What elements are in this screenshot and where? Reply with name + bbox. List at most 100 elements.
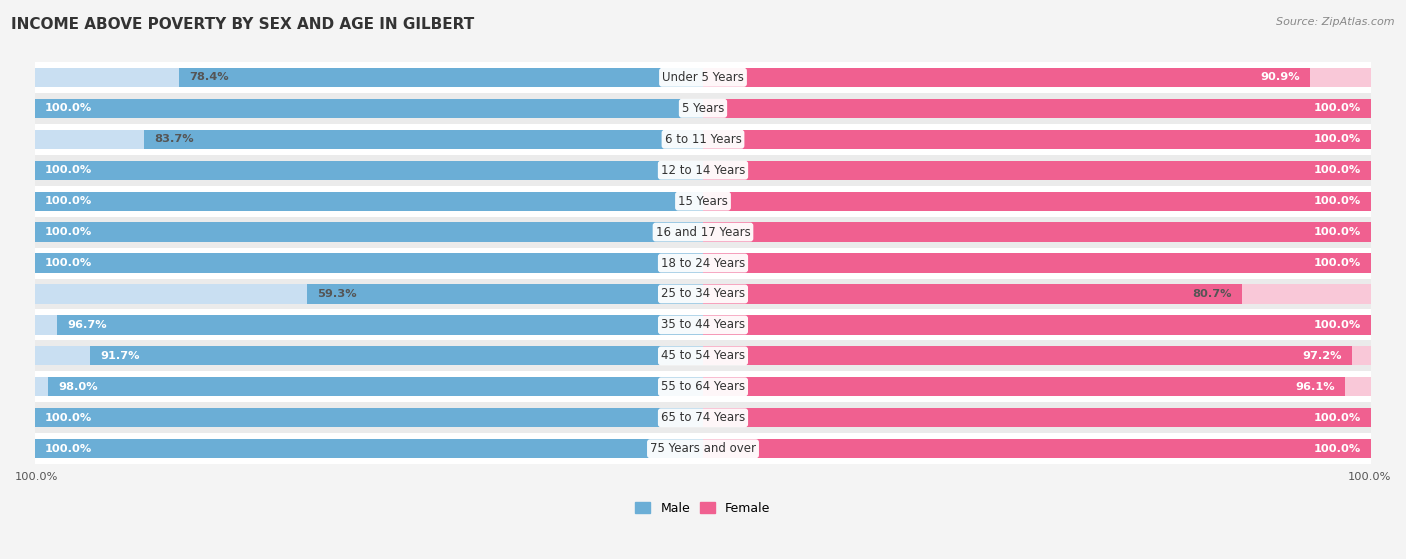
Text: 100.0%: 100.0% [45,444,93,454]
Bar [35,310,1371,340]
Text: 100.0%: 100.0% [45,196,93,206]
Bar [35,186,1371,216]
Bar [703,346,1371,366]
Bar [703,408,1371,428]
Bar [35,130,703,149]
Bar [35,160,703,180]
Bar [703,439,1371,458]
Text: 100.0%: 100.0% [45,258,93,268]
Bar [703,315,1371,334]
Bar [35,408,703,428]
Text: 80.7%: 80.7% [1192,289,1232,299]
Bar [35,285,703,304]
Text: 100.0%: 100.0% [1313,103,1361,113]
Text: 5 Years: 5 Years [682,102,724,115]
Text: 100.0%: 100.0% [45,227,93,237]
Bar [35,222,703,241]
Bar [35,340,1371,371]
Bar [48,377,703,396]
Bar [143,130,703,149]
Bar [703,222,1371,241]
Text: 78.4%: 78.4% [190,72,229,82]
Bar [35,222,703,241]
Bar [35,62,1371,93]
Text: 100.0%: 100.0% [1313,227,1361,237]
Text: 96.7%: 96.7% [67,320,107,330]
Bar [703,68,1310,87]
Bar [307,285,703,304]
Text: 100.0%: 100.0% [1313,444,1361,454]
Text: 55 to 64 Years: 55 to 64 Years [661,380,745,394]
Bar [35,99,703,118]
Bar [35,433,1371,464]
Bar [35,99,703,118]
Text: 100.0%: 100.0% [45,165,93,175]
Text: 83.7%: 83.7% [153,134,194,144]
Text: 16 and 17 Years: 16 and 17 Years [655,226,751,239]
Bar [90,346,703,366]
Bar [703,160,1371,180]
Text: 12 to 14 Years: 12 to 14 Years [661,164,745,177]
Text: 91.7%: 91.7% [100,351,141,361]
Bar [35,278,1371,310]
Bar [703,408,1371,428]
Bar [35,68,703,87]
Text: 100.0%: 100.0% [1313,196,1361,206]
Text: 90.9%: 90.9% [1261,72,1301,82]
Text: 35 to 44 Years: 35 to 44 Years [661,319,745,331]
Text: 100.0%: 100.0% [1313,413,1361,423]
Text: 18 to 24 Years: 18 to 24 Years [661,257,745,269]
Bar [35,439,703,458]
Bar [35,192,703,211]
Bar [703,222,1371,241]
Text: 45 to 54 Years: 45 to 54 Years [661,349,745,362]
Bar [35,377,703,396]
Legend: Male, Female: Male, Female [630,497,776,520]
Bar [35,160,703,180]
Text: 97.2%: 97.2% [1303,351,1343,361]
Bar [35,93,1371,124]
Text: 100.0%: 100.0% [1347,472,1391,482]
Text: 6 to 11 Years: 6 to 11 Years [665,132,741,146]
Text: 100.0%: 100.0% [15,472,59,482]
Bar [703,130,1371,149]
Bar [703,253,1371,273]
Text: 25 to 34 Years: 25 to 34 Years [661,287,745,301]
Bar [703,160,1371,180]
Bar [35,371,1371,402]
Text: 100.0%: 100.0% [45,103,93,113]
Text: 100.0%: 100.0% [1313,320,1361,330]
Text: Source: ZipAtlas.com: Source: ZipAtlas.com [1277,17,1395,27]
Bar [703,439,1371,458]
Bar [35,192,703,211]
Text: 65 to 74 Years: 65 to 74 Years [661,411,745,424]
Bar [35,248,1371,278]
Text: 100.0%: 100.0% [1313,165,1361,175]
Text: 100.0%: 100.0% [1313,134,1361,144]
Text: 100.0%: 100.0% [45,413,93,423]
Text: 15 Years: 15 Years [678,195,728,207]
Bar [58,315,703,334]
Bar [35,155,1371,186]
Text: 98.0%: 98.0% [59,382,98,392]
Bar [35,402,1371,433]
Bar [703,68,1371,87]
Bar [35,315,703,334]
Bar [35,253,703,273]
Text: Under 5 Years: Under 5 Years [662,71,744,84]
Bar [703,315,1371,334]
Bar [703,377,1371,396]
Bar [35,253,703,273]
Bar [35,439,703,458]
Bar [35,216,1371,248]
Text: 96.1%: 96.1% [1295,382,1334,392]
Bar [703,192,1371,211]
Bar [703,346,1353,366]
Bar [703,99,1371,118]
Bar [703,253,1371,273]
Text: 100.0%: 100.0% [1313,258,1361,268]
Bar [35,346,703,366]
Text: INCOME ABOVE POVERTY BY SEX AND AGE IN GILBERT: INCOME ABOVE POVERTY BY SEX AND AGE IN G… [11,17,474,32]
Bar [703,99,1371,118]
Bar [703,377,1346,396]
